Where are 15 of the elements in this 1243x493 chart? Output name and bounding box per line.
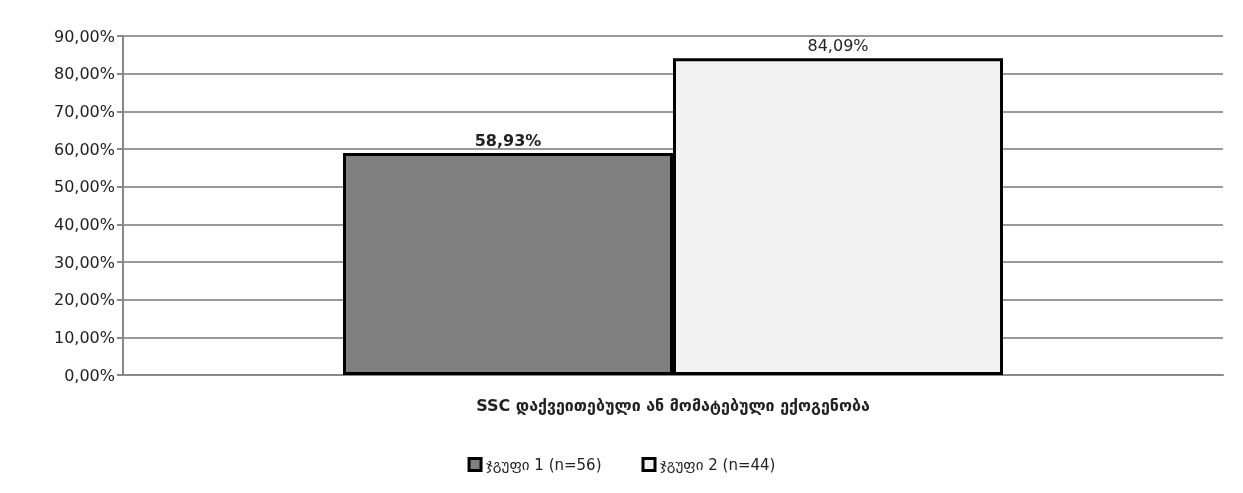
- y-tick-label: 50,00%: [53, 177, 115, 197]
- x-tick-label: SSC დაქვეითებული ან მომატებული ექოგენობა: [476, 395, 870, 415]
- y-tick-label: 80,00%: [53, 64, 115, 84]
- legend-label: ჯგუფი 1 (n=56): [486, 455, 602, 474]
- y-tick-label: 30,00%: [53, 252, 115, 272]
- data-label: 84,09%: [807, 35, 869, 55]
- y-tick-label: 70,00%: [53, 101, 115, 121]
- data-label: 58,93%: [474, 130, 542, 150]
- y-tick-label: 90,00%: [53, 26, 115, 46]
- legend-label: ჯგუფი 2 (n=44): [660, 455, 776, 474]
- y-tick-label: 40,00%: [53, 214, 115, 234]
- y-tick-label: 60,00%: [53, 139, 115, 159]
- y-tick-label: 20,00%: [53, 290, 115, 310]
- y-tick-label: 10,00%: [53, 327, 115, 347]
- y-tick-label: 0,00%: [64, 365, 115, 385]
